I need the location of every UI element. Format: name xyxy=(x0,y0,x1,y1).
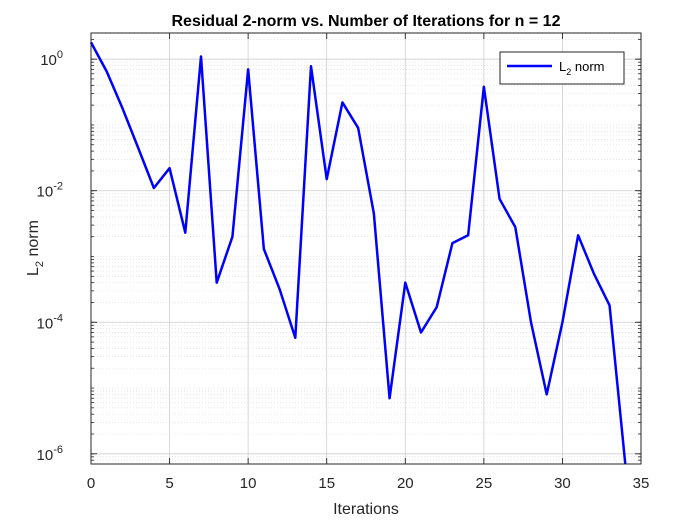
legend: L2 norm xyxy=(499,51,625,85)
y-tick-label: 10-6 xyxy=(37,444,63,464)
legend-label-main: L xyxy=(559,59,566,74)
x-tick-label: 5 xyxy=(165,475,173,492)
x-tick-labels: 0 5 10 15 20 25 30 35 xyxy=(87,475,650,492)
legend-box xyxy=(499,51,625,85)
y-tick-label: 10-2 xyxy=(37,181,63,201)
axis-ticks xyxy=(90,33,642,465)
legend-label: L2 norm xyxy=(559,59,604,77)
y-axis-label-rest: norm xyxy=(25,220,42,261)
x-tick-label: 0 xyxy=(87,475,95,492)
y-tick-label: 100 xyxy=(40,49,63,69)
x-tick-label: 10 xyxy=(240,475,257,492)
chart-title: Residual 2-norm vs. Number of Iterations… xyxy=(172,13,561,30)
legend-label-subscript: 2 xyxy=(566,67,571,77)
x-tick-label: 30 xyxy=(554,475,571,492)
series-line-l2-norm xyxy=(89,41,627,465)
y-axis-label-main: L xyxy=(25,267,42,276)
plot-area xyxy=(91,33,641,464)
x-axis-label: Iterations xyxy=(333,501,399,518)
series-layer xyxy=(89,41,627,465)
y-tick-labels: 100 10-2 10-4 10-6 xyxy=(37,49,63,464)
y-axis-label-subscript: 2 xyxy=(34,261,46,267)
plot-frame xyxy=(90,32,642,465)
x-tick-label: 25 xyxy=(476,475,493,492)
x-tick-label: 15 xyxy=(318,475,335,492)
x-tick-label: 35 xyxy=(633,475,650,492)
legend-label-rest: norm xyxy=(571,59,604,74)
x-tick-label: 20 xyxy=(397,475,414,492)
y-tick-label: 10-4 xyxy=(37,312,63,332)
y-axis-label: L2 norm xyxy=(25,220,46,276)
